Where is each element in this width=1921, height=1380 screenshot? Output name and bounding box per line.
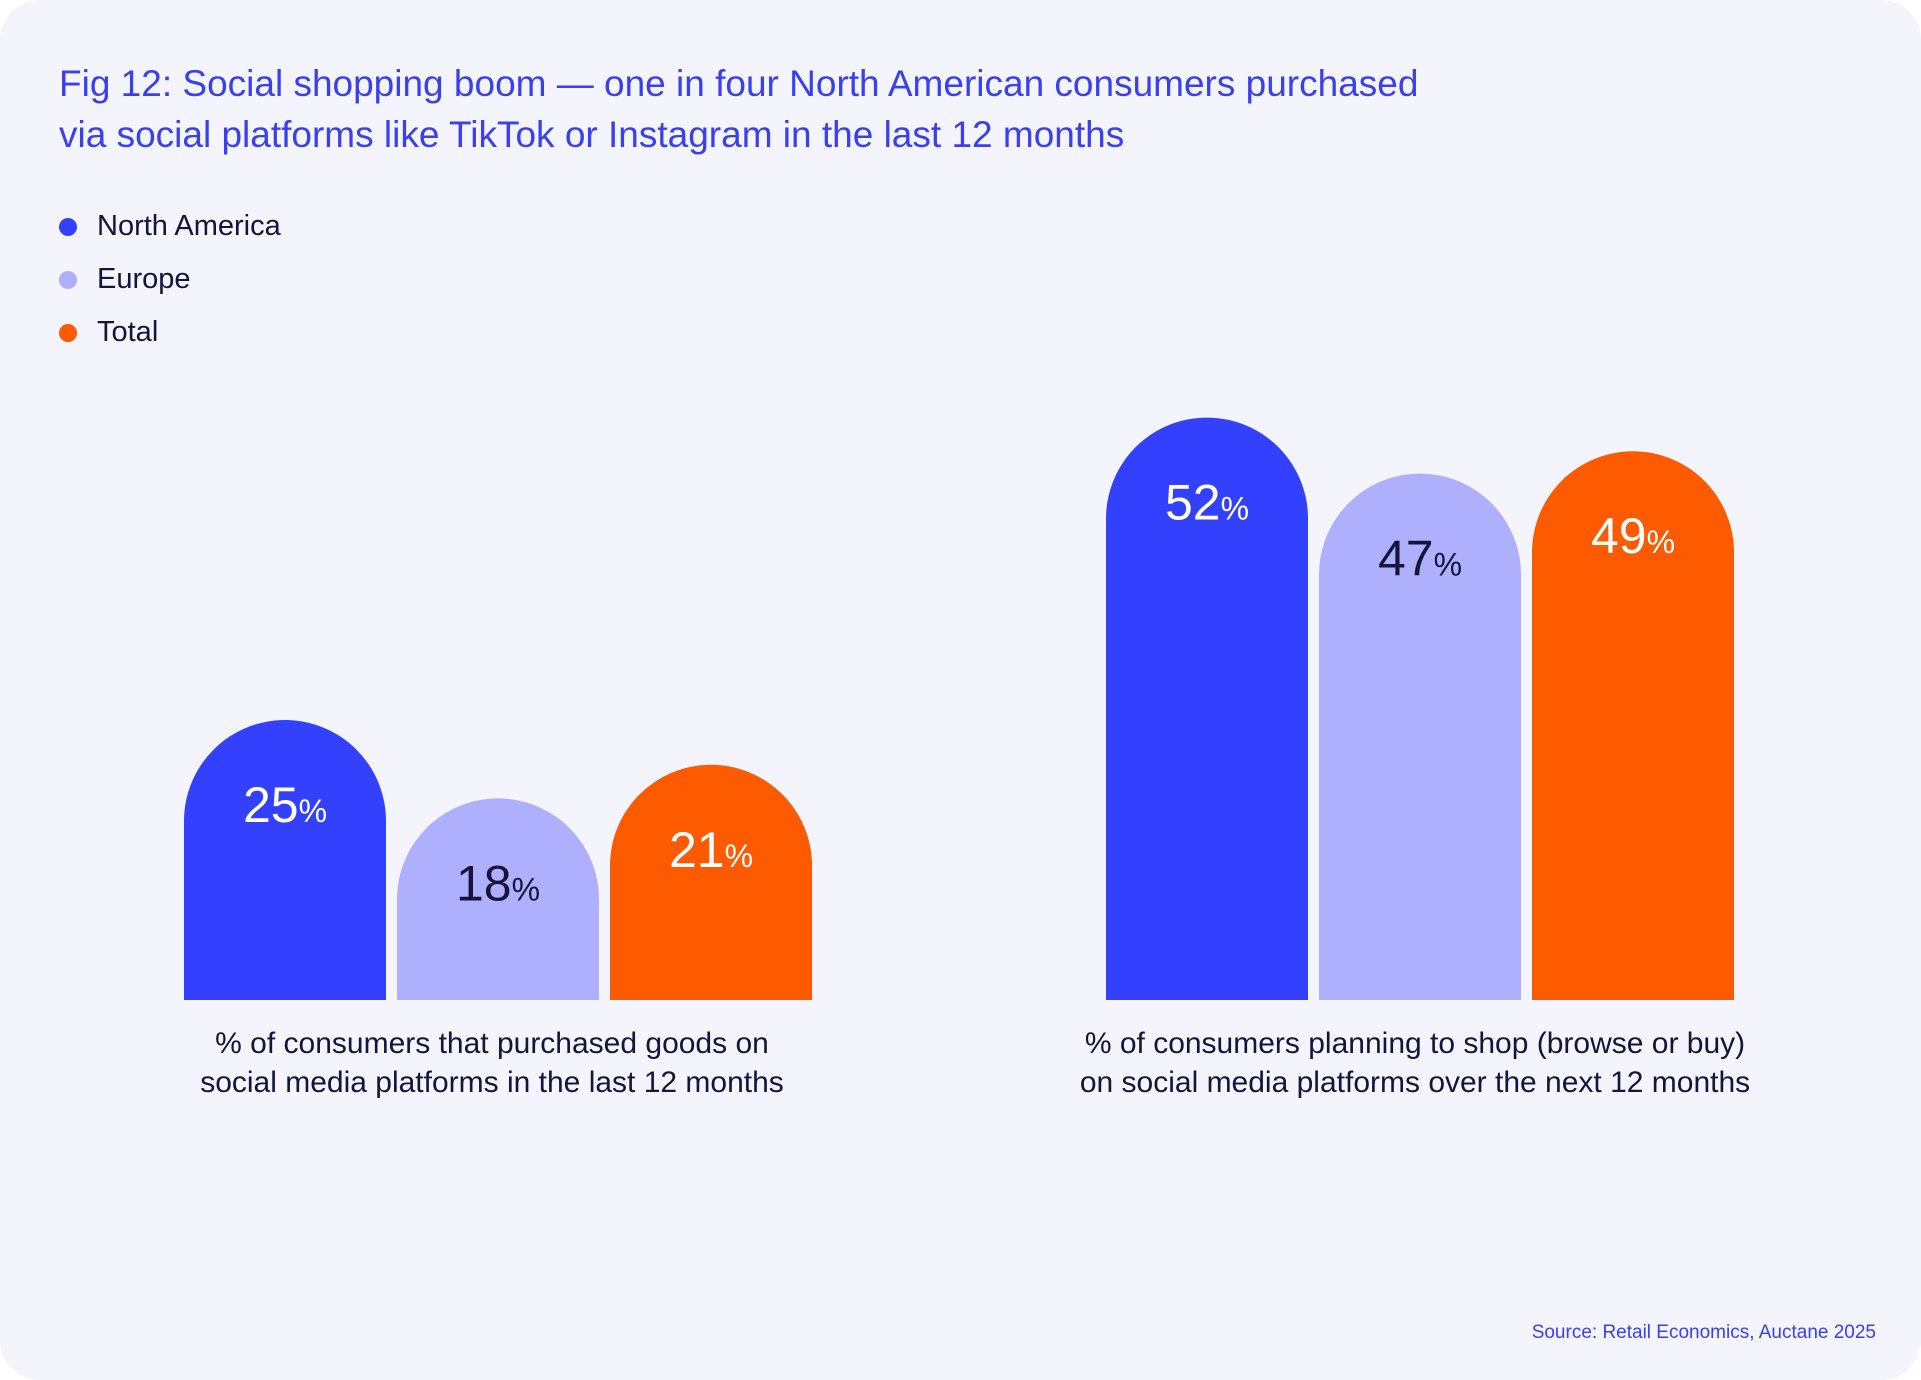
chart-title-line-1: Fig 12: Social shopping boom — one in fo… (59, 63, 1419, 104)
source-note: Source: Retail Economics, Auctane 2025 (1531, 1322, 1876, 1343)
legend-item-north-america: North America (59, 200, 281, 253)
legend-label-north-america: North America (97, 210, 281, 242)
chart-title-line-2: via social platforms like TikTok or Inst… (59, 114, 1125, 155)
data-label-europe-2: 47% (1378, 531, 1462, 587)
category-label-purchased: % of consumers that purchased goods on s… (142, 1024, 842, 1102)
category-label-purchased-line-1: % of consumers that purchased goods on (215, 1027, 769, 1060)
data-label-north-america-1: 25% (243, 777, 327, 833)
legend-item-europe: Europe (59, 253, 281, 306)
data-label-north-america-2: 52% (1165, 475, 1249, 531)
category-label-planning: % of consumers planning to shop (browse … (1010, 1024, 1820, 1102)
category-label-planning-line-1: % of consumers planning to shop (browse … (1084, 1027, 1746, 1060)
bar-europe-2 (1319, 473, 1521, 1000)
category-label-purchased-line-2: social media platforms in the last 12 mo… (200, 1066, 784, 1099)
legend-label-europe: Europe (97, 263, 191, 295)
chart-title: Fig 12: Social shopping boom — one in fo… (59, 58, 1559, 160)
legend-swatch-total (59, 323, 77, 342)
legend-item-total: Total (59, 306, 281, 359)
bar-europe-1 (397, 798, 599, 1000)
data-label-total-2: 49% (1591, 508, 1675, 564)
legend-swatch-europe (59, 270, 77, 289)
data-label-europe-1: 18% (456, 855, 540, 911)
bar-north-america-2 (1106, 417, 1308, 1000)
data-label-total-1: 21% (669, 822, 753, 878)
bar-north-america-1 (184, 720, 386, 1000)
legend-label-total: Total (97, 316, 159, 348)
legend-swatch-north-america (59, 217, 77, 236)
legend: North America Europe Total (59, 200, 281, 359)
bar-total-1 (610, 764, 812, 1000)
category-label-planning-line-2: on social media platforms over the next … (1079, 1066, 1751, 1099)
bar-total-2 (1532, 451, 1734, 1001)
